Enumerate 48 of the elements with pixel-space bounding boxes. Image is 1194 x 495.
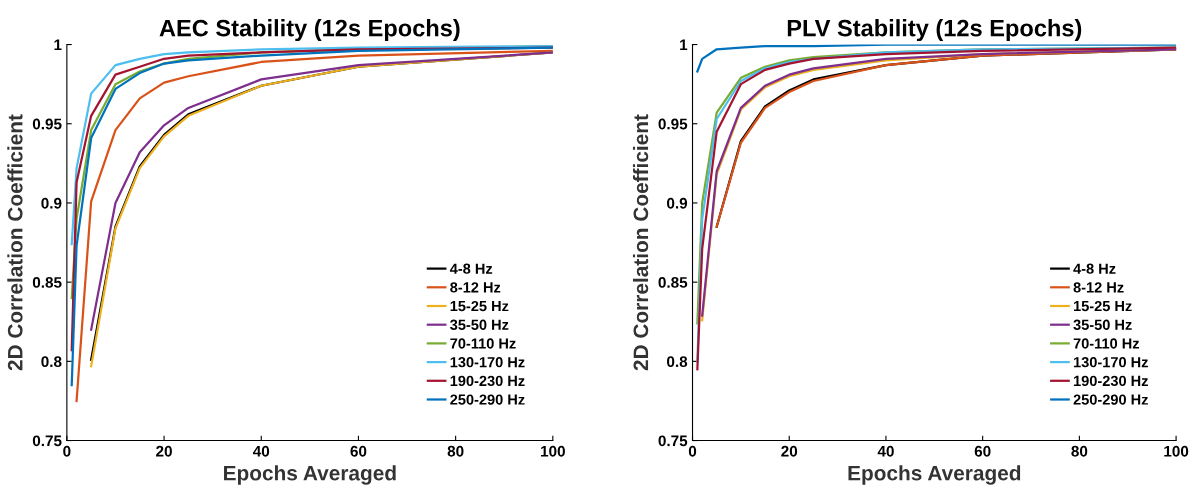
y-tick-label: 0.95 <box>32 118 62 130</box>
legend-label: 70-110 Hz <box>450 338 516 349</box>
y-tick-label: 0.8 <box>41 356 62 368</box>
legend-label: 8-12 Hz <box>1073 282 1124 293</box>
x-tick-label: 40 <box>877 445 894 457</box>
line-series <box>696 44 1177 73</box>
y-axis-title: 2D Correlation Coefficient <box>7 114 23 371</box>
y-tick-label: 0.85 <box>658 277 688 288</box>
legend-label: 190-230 Hz <box>1073 375 1148 387</box>
x-tick-label: 40 <box>252 445 270 457</box>
x-tick-label: 80 <box>447 445 464 457</box>
x-tick-label: 0 <box>63 445 71 457</box>
y-tick-label: 0.95 <box>658 118 688 130</box>
x-tick-label: 60 <box>350 445 367 457</box>
legend-label: 4-8 Hz <box>1073 263 1116 274</box>
x-tick-label: 100 <box>541 445 565 457</box>
legend-label: 130-170 Hz <box>450 357 525 368</box>
x-tick-label: 20 <box>781 445 798 457</box>
line-series <box>70 45 553 246</box>
legend-label: 35-50 Hz <box>450 319 509 330</box>
x-tick-label: 20 <box>156 445 172 457</box>
y-tick-label: 1 <box>680 39 688 51</box>
chart-title: AEC Stability (12s Epochs) <box>159 19 460 42</box>
legend-label: 15-25 Hz <box>450 300 509 312</box>
chart-title: PLV Stability (12s Epochs) <box>787 19 1082 42</box>
y-tick-label: 1 <box>54 39 62 51</box>
legend-label: 190-230 Hz <box>450 375 525 387</box>
x-axis-title: Epochs Averaged <box>224 465 396 485</box>
x-tick-label: 100 <box>1164 445 1189 457</box>
legend-label: 130-170 Hz <box>1073 357 1148 368</box>
y-tick-label: 0.75 <box>658 435 688 447</box>
y-axis-title: 2D Correlation Coefficient <box>632 114 649 371</box>
y-tick-label: 0.75 <box>32 435 62 447</box>
x-axis-title: Epochs Averaged <box>848 465 1021 485</box>
x-tick-label: 80 <box>1071 445 1088 457</box>
legend-label: 250-290 Hz <box>1073 394 1148 405</box>
x-tick-label: 0 <box>688 445 697 457</box>
y-tick-label: 0.9 <box>667 197 688 209</box>
legend-label: 35-50 Hz <box>1073 319 1132 330</box>
x-tick-label: 60 <box>974 445 991 457</box>
legend-label: 70-110 Hz <box>1073 338 1140 349</box>
legend-label: 250-290 Hz <box>450 394 525 405</box>
legend-label: 4-8 Hz <box>449 263 493 274</box>
y-tick-label: 0.85 <box>32 277 62 288</box>
legend-label: 8-12 Hz <box>450 282 501 293</box>
y-tick-label: 0.9 <box>41 197 62 209</box>
legend-label: 15-25 Hz <box>1073 300 1132 312</box>
y-tick-label: 0.8 <box>667 356 688 368</box>
